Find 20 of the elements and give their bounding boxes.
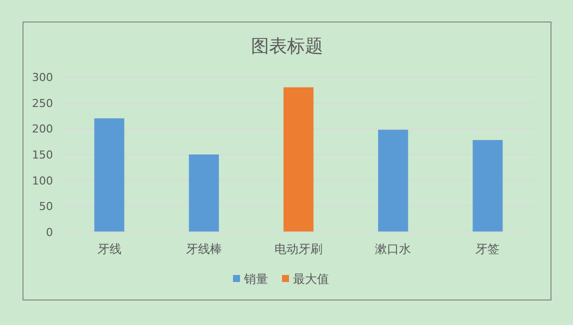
x-tick-label: 电动牙刷: [274, 242, 322, 256]
bar: [378, 130, 408, 232]
legend-label: 最大值: [293, 272, 329, 286]
y-tick-label: 200: [32, 122, 53, 136]
x-tick-label: 牙线: [97, 242, 122, 256]
x-tick-label: 漱口水: [375, 242, 412, 256]
y-tick-label: 0: [46, 226, 53, 239]
y-tick-label: 50: [39, 200, 53, 214]
bar: [188, 154, 219, 232]
bar: [94, 118, 124, 232]
bar: [284, 87, 314, 232]
y-tick-label: 150: [32, 148, 53, 162]
x-tick-label: 牙签: [476, 242, 500, 256]
legend-label: 销量: [243, 272, 268, 286]
chart-title: 图表标题: [251, 36, 323, 57]
y-tick-label: 250: [32, 96, 53, 110]
y-tick-label: 100: [32, 174, 53, 188]
bar: [472, 140, 503, 232]
x-tick-label: 牙线棒: [186, 242, 222, 256]
y-tick-label: 300: [32, 71, 53, 84]
